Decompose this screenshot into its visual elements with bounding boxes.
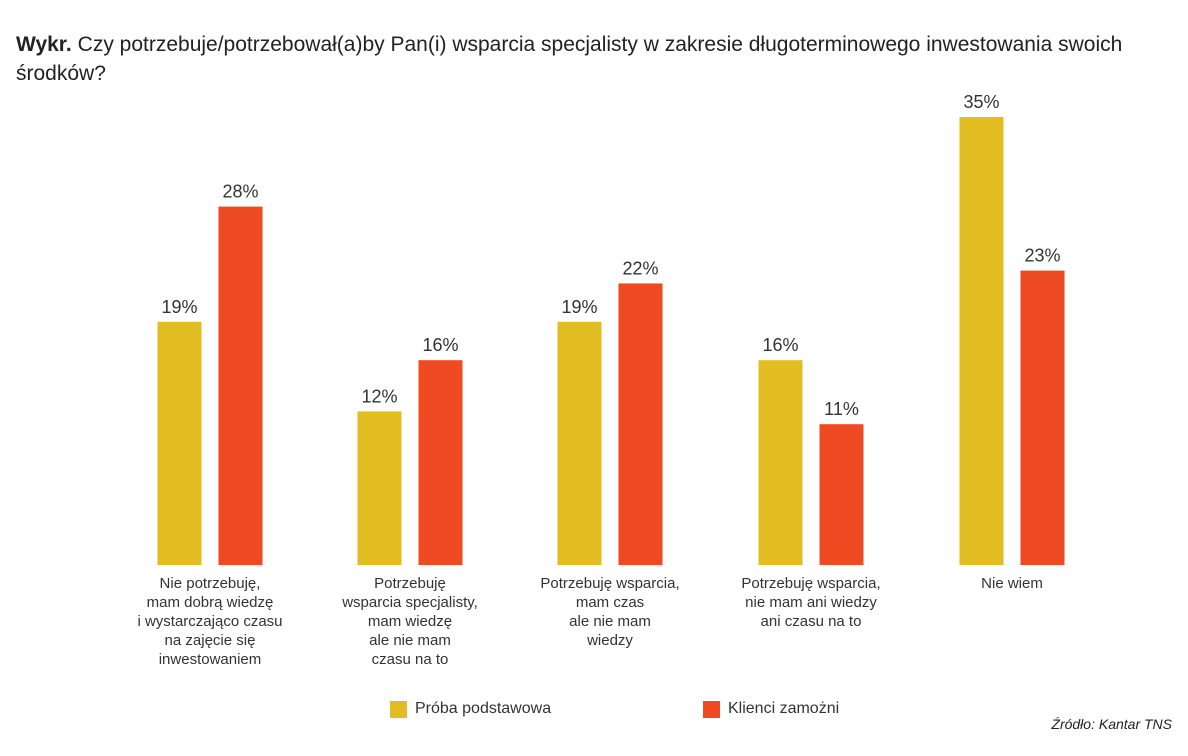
bar-1-1 [157,321,202,565]
title-text: Czy potrzebuje/potrzebował(a)by Pan(i) w… [16,33,1123,85]
bar-chart: 19% 28% Nie potrzebuję, mam dobrą wiedzę i w… [137,92,1065,668]
data-label-2-3: 22% [622,258,658,278]
data-label-1-5: 35% [963,92,999,112]
category-label-4: Potrzebuję wsparcia, nie mam ani wiedzy an… [741,575,880,630]
data-label-1-4: 16% [762,335,798,355]
bar-1-3 [557,321,602,565]
bar-2-2 [418,360,463,565]
data-label-1-3: 19% [561,297,597,317]
legend-label-series-2: Klienci zamożni [728,700,840,717]
legend-item-series-1: Próba podstawowa [390,700,551,718]
bar-2-3 [618,283,663,565]
data-label-2-5: 23% [1024,246,1060,266]
bar-1-5 [959,117,1004,565]
category-label-1: Nie potrzebuję, mam dobrą wiedzę i wystarc… [137,575,282,668]
chart-title: Wykr. Czy potrzebuje/potrzebował(a)by Pan… [16,30,1166,88]
bar-1-2 [357,411,402,565]
legend-swatch-series-2 [703,700,720,718]
category-label-3: Potrzebuję wsparcia, mam czas ale nie mam w… [540,575,679,649]
data-label-2-4: 11% [824,399,859,419]
category-label-2: Potrzebuję wsparcia specjalisty, mam wiedz… [341,575,478,668]
data-label-2-1: 28% [222,182,258,202]
legend-item-series-2: Klienci zamożni [703,700,839,718]
bar-1-4 [758,360,803,565]
title-prefix: Wykr. [16,33,72,56]
data-label-2-2: 16% [422,335,458,355]
legend: Próba podstawowa Klienci zamożni [0,700,1188,730]
bar-2-1 [218,206,263,565]
bar-2-4 [819,424,864,565]
legend-label-series-1: Próba podstawowa [415,700,552,717]
bar-2-5 [1020,270,1065,565]
source-note: Źródło: Kantar TNS [1051,716,1172,732]
data-label-1-2: 12% [361,386,397,406]
category-label-5: Nie wiem [981,575,1043,592]
data-label-1-1: 19% [161,297,197,317]
legend-swatch-series-1 [390,700,407,718]
